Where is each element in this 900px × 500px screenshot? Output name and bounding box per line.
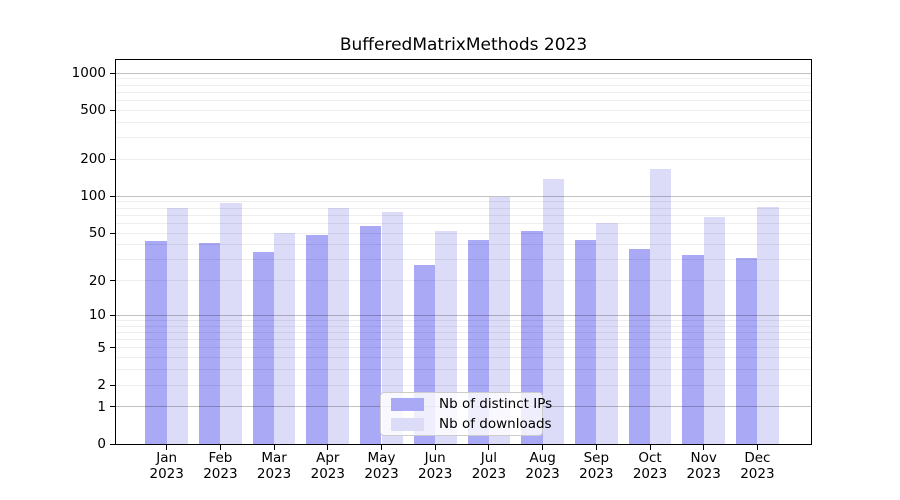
bar-distinct-ips-jan: [145, 240, 167, 444]
xtick-aug: [542, 445, 544, 450]
plot-area: Nb of distinct IPs Nb of downloads: [115, 59, 812, 445]
ytick-label-500: 500: [80, 102, 106, 119]
ytick-50: [110, 232, 115, 234]
ytick-label-1: 1: [97, 398, 106, 415]
ytick-20: [110, 280, 115, 282]
bar-downloads-oct: [650, 169, 672, 444]
xtick-label-dec: Dec 2023: [740, 450, 775, 482]
gridline-1000: [116, 72, 811, 74]
gridline-100: [116, 195, 811, 197]
bar-distinct-ips-nov: [682, 254, 704, 444]
xtick-nov: [703, 445, 705, 450]
gridline-300: [116, 137, 811, 139]
ytick-5: [110, 347, 115, 349]
bar-distinct-ips-apr: [306, 235, 328, 444]
legend-label-distinct-ips: Nb of distinct IPs: [439, 396, 553, 412]
ytick-200: [110, 158, 115, 160]
ytick-label-200: 200: [80, 151, 106, 168]
bar-downloads-sep: [596, 223, 618, 444]
xtick-label-sep: Sep 2023: [579, 450, 614, 482]
ytick-label-50: 50: [88, 225, 106, 241]
gridline-200: [116, 158, 811, 160]
gridline-800: [116, 84, 811, 86]
ytick-10: [110, 314, 115, 316]
chart-title: BufferedMatrixMethods 2023: [339, 35, 588, 55]
ytick-2: [110, 384, 115, 386]
gridline-900: [116, 78, 811, 80]
xtick-label-jun: Jun 2023: [418, 450, 453, 482]
ytick-label-2: 2: [97, 377, 106, 394]
xtick-label-mar: Mar 2023: [256, 450, 292, 482]
gridline-500: [116, 109, 811, 111]
xtick-label-apr: Apr 2023: [310, 450, 345, 482]
xtick-label-oct: Oct 2023: [632, 450, 668, 482]
bar-downloads-aug: [542, 178, 564, 444]
bar-distinct-ips-may: [360, 226, 382, 444]
ytick-500: [110, 109, 115, 111]
xtick-label-aug: Aug 2023: [525, 450, 560, 482]
xtick-feb: [219, 445, 221, 450]
legend-item-distinct-ips: Nb of distinct IPs: [381, 396, 552, 413]
legend-swatch-downloads: [391, 417, 424, 431]
bar-downloads-feb: [220, 203, 242, 444]
ytick-label-1000: 1000: [71, 65, 106, 82]
bar-downloads-may: [381, 212, 403, 444]
bar-distinct-ips-oct: [628, 248, 650, 444]
bar-downloads-mar: [274, 233, 296, 444]
ytick-100: [110, 195, 115, 197]
bar-distinct-ips-sep: [574, 239, 597, 444]
bar-downloads-jan: [166, 208, 189, 444]
bar-distinct-ips-feb: [199, 243, 221, 444]
xtick-label-jan: Jan 2023: [149, 450, 184, 482]
xtick-jan: [166, 445, 168, 450]
bar-downloads-jun: [435, 230, 457, 444]
bar-downloads-dec: [757, 206, 779, 444]
legend-swatch-distinct-ips: [391, 397, 424, 411]
xtick-may: [381, 445, 382, 450]
bar-distinct-ips-mar: [252, 251, 275, 444]
xtick-jun: [434, 445, 436, 450]
bar-downloads-nov: [703, 216, 726, 444]
xtick-label-jul: Jul 2023: [471, 450, 507, 482]
xtick-oct: [649, 445, 651, 450]
ytick-label-20: 20: [88, 272, 106, 289]
xtick-sep: [595, 445, 597, 450]
ytick-1: [110, 406, 115, 408]
bar-downloads-apr: [327, 207, 350, 444]
xtick-label-nov: Nov 2023: [686, 450, 721, 482]
xtick-mar: [273, 445, 275, 450]
ytick-1000: [110, 72, 115, 74]
xtick-label-feb: Feb 2023: [203, 450, 238, 482]
xtick-label-may: May 2023: [364, 450, 399, 482]
legend-label-downloads: Nb of downloads: [439, 416, 552, 432]
legend-item-downloads: Nb of downloads: [381, 416, 552, 433]
ytick-label-5: 5: [97, 339, 106, 356]
ytick-0: [110, 443, 115, 445]
bar-distinct-ips-dec: [736, 258, 758, 444]
xtick-dec: [756, 445, 758, 450]
bar-downloads-jul: [488, 197, 511, 444]
bar-distinct-ips-aug: [521, 230, 543, 444]
ytick-label-10: 10: [88, 307, 106, 324]
gridline-600: [116, 100, 811, 102]
xtick-jul: [488, 445, 490, 450]
gridline-400: [116, 121, 811, 123]
ytick-label-0: 0: [97, 436, 106, 452]
legend: Nb of distinct IPs Nb of downloads: [380, 392, 552, 436]
xtick-apr: [327, 445, 329, 450]
ytick-label-100: 100: [80, 188, 106, 205]
gridline-700: [116, 91, 811, 93]
